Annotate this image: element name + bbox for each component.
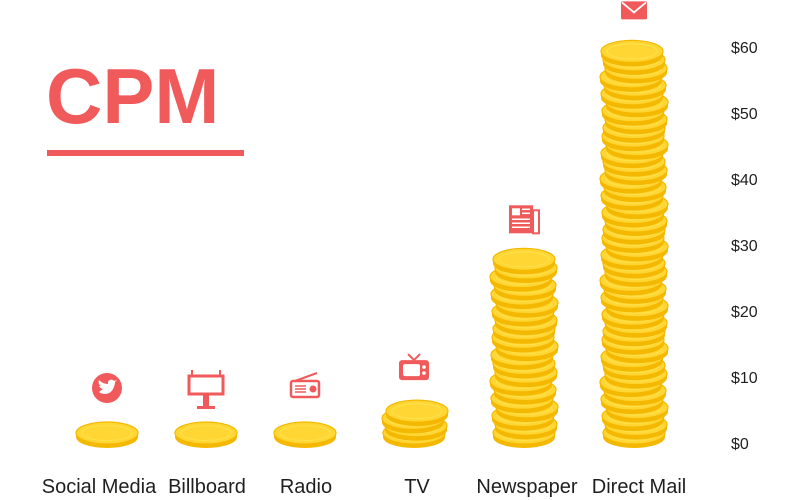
coin-stack: [489, 247, 559, 448]
coin-stack: [75, 421, 139, 448]
category-label: Direct Mail: [592, 476, 686, 498]
chart-title: CPM: [46, 52, 219, 140]
category-label: Billboard: [168, 476, 246, 498]
coin: [492, 247, 556, 275]
mail-icon: [621, 1, 647, 20]
billboard-icon: [187, 370, 225, 409]
newspaper-icon: [509, 205, 540, 235]
coin: [75, 421, 139, 448]
coin-stacks: [75, 39, 669, 448]
coin: [273, 421, 337, 448]
category-label: Newspaper: [476, 476, 578, 498]
coin: [600, 39, 664, 67]
coin-stack: [174, 421, 238, 448]
category-label: Social Media: [42, 476, 157, 498]
title-underline: [47, 150, 244, 156]
y-tick-label: $20: [731, 304, 758, 321]
y-tick-label: $10: [731, 370, 758, 387]
y-tick-label: $60: [731, 40, 758, 57]
category-icons: [92, 1, 647, 409]
y-tick-label: $0: [731, 436, 749, 453]
y-tick-label: $30: [731, 238, 758, 255]
coin-stack: [273, 421, 337, 448]
category-label: TV: [404, 476, 430, 498]
y-tick-label: $40: [731, 172, 758, 189]
twitter-icon: [92, 373, 122, 403]
y-tick-label: $50: [731, 106, 758, 123]
category-label: Radio: [280, 476, 332, 498]
radio-icon: [289, 372, 321, 399]
y-axis: $0 $10 $20 $30 $40 $50 $60: [731, 40, 758, 453]
coin-stack: [599, 39, 669, 448]
tv-icon: [399, 353, 429, 381]
coin-stack: [381, 399, 449, 448]
category-labels: Social Media Billboard Radio TV Newspaper Dir…: [42, 476, 686, 498]
coin: [174, 421, 238, 448]
coin: [385, 399, 449, 427]
